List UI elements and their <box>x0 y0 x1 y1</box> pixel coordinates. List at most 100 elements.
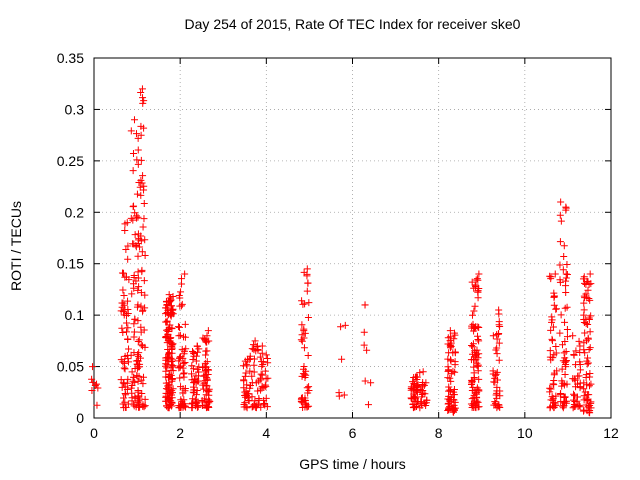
data-point <box>563 380 571 388</box>
data-point <box>298 321 306 329</box>
data-point <box>194 398 202 406</box>
data-point <box>584 278 592 286</box>
data-point <box>136 243 144 251</box>
data-point <box>131 231 139 239</box>
data-point <box>580 346 588 354</box>
data-point <box>413 382 421 390</box>
data-point <box>178 398 186 406</box>
data-point <box>580 279 588 287</box>
data-point <box>137 131 145 139</box>
data-point <box>250 355 258 363</box>
data-point <box>139 342 147 350</box>
data-point <box>584 286 592 294</box>
data-point <box>583 360 591 368</box>
data-point <box>177 288 185 296</box>
data-point <box>205 366 213 374</box>
data-point <box>135 178 143 186</box>
data-point <box>300 344 308 352</box>
x-tick-label: 0 <box>90 425 98 441</box>
data-point <box>475 324 483 332</box>
data-point <box>492 370 500 378</box>
data-point <box>134 377 142 385</box>
data-point <box>584 359 592 367</box>
data-point <box>166 334 174 342</box>
x-tick-label: 6 <box>349 425 357 441</box>
x-tick-label: 12 <box>603 425 619 441</box>
data-point <box>416 369 424 377</box>
data-point <box>180 369 188 377</box>
data-point <box>203 374 211 382</box>
data-point <box>120 291 128 299</box>
data-point <box>447 344 455 352</box>
data-point <box>337 323 345 331</box>
data-point <box>131 209 139 217</box>
data-point <box>139 223 147 231</box>
data-point <box>557 217 565 225</box>
data-point <box>493 368 501 376</box>
data-point <box>119 400 127 408</box>
data-point <box>474 361 482 369</box>
data-point <box>580 292 588 300</box>
data-point <box>175 402 183 410</box>
data-point <box>93 401 101 409</box>
data-point <box>304 313 312 321</box>
data-point <box>562 282 570 290</box>
data-point <box>468 311 476 319</box>
data-point <box>246 384 254 392</box>
data-point <box>550 404 558 412</box>
data-point <box>202 391 210 399</box>
data-point <box>250 368 258 376</box>
data-point <box>299 370 307 378</box>
data-point <box>335 392 343 400</box>
data-point <box>475 270 483 278</box>
data-point <box>470 307 478 315</box>
data-point <box>118 303 126 311</box>
data-point <box>548 318 556 326</box>
data-point <box>177 353 185 361</box>
data-point <box>135 400 143 408</box>
data-point <box>137 232 145 240</box>
data-point <box>264 374 272 382</box>
data-point <box>193 348 201 356</box>
data-point <box>177 275 185 283</box>
data-point <box>471 387 479 395</box>
data-point <box>127 214 135 222</box>
data-point <box>446 386 454 394</box>
data-point <box>140 215 148 223</box>
data-point <box>240 376 248 384</box>
data-point <box>248 393 256 401</box>
data-point <box>474 336 482 344</box>
data-point <box>245 396 253 404</box>
data-point <box>88 363 96 371</box>
data-point <box>195 368 203 376</box>
data-point <box>168 356 176 364</box>
data-point <box>563 333 571 341</box>
data-point <box>138 248 146 256</box>
data-point <box>303 287 311 295</box>
data-point <box>447 343 455 351</box>
data-point <box>582 401 590 409</box>
data-point <box>569 404 577 412</box>
data-point <box>176 374 184 382</box>
data-point <box>559 266 567 274</box>
data-point <box>451 358 459 366</box>
data-point <box>495 318 503 326</box>
data-point <box>584 354 592 362</box>
data-point <box>242 369 250 377</box>
data-point <box>119 299 127 307</box>
data-point <box>243 381 251 389</box>
data-point <box>124 297 132 305</box>
data-point <box>121 398 129 406</box>
data-point <box>251 397 259 405</box>
data-point <box>495 339 503 347</box>
data-point <box>580 315 588 323</box>
y-tick-label: 0.05 <box>57 359 84 375</box>
data-point <box>491 378 499 386</box>
data-point <box>444 355 452 363</box>
data-point <box>451 368 459 376</box>
data-point <box>130 333 138 341</box>
data-point <box>175 364 183 372</box>
data-point <box>446 327 454 335</box>
y-tick-label: 0 <box>76 410 84 426</box>
data-point <box>181 385 189 393</box>
